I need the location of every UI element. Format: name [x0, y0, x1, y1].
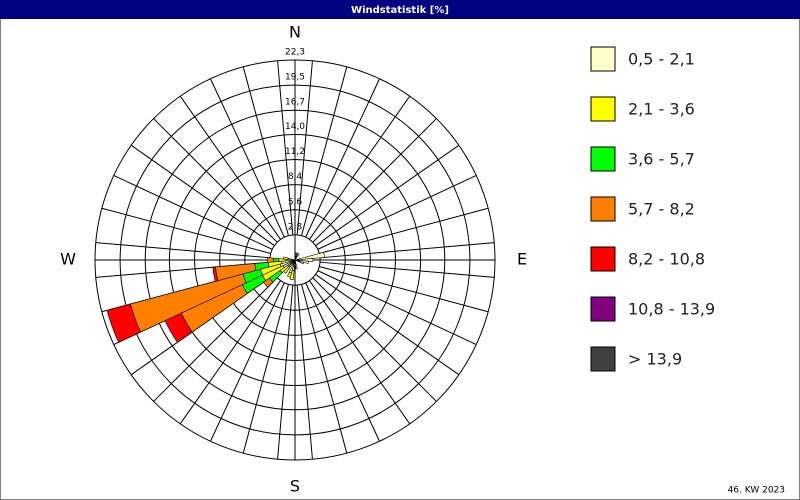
spoke [319, 266, 489, 313]
wedge-segment [294, 259, 298, 270]
spoke [179, 95, 282, 240]
spoke [305, 282, 380, 442]
spoke [130, 144, 275, 247]
spoke [95, 242, 271, 259]
spoke [242, 66, 289, 236]
legend-label: > 13,9 [628, 350, 682, 369]
legend-label: 8,2 - 10,8 [628, 250, 705, 269]
legend-label: 3,6 - 5,7 [628, 150, 695, 169]
legend-label: 10,8 - 13,9 [628, 300, 715, 319]
r-tick-label: 8,4 [288, 172, 303, 182]
r-tick-label: 11,2 [285, 147, 305, 157]
r-tick-label: 16,7 [285, 98, 305, 108]
legend-swatch [590, 46, 616, 72]
legend-swatch [590, 296, 616, 322]
spoke [277, 60, 294, 236]
spoke [153, 118, 278, 243]
legend-swatch [590, 346, 616, 372]
compass-label: N [289, 23, 301, 42]
legend-swatch [590, 96, 616, 122]
wedge-segment [294, 259, 305, 265]
wedge-segment [294, 251, 325, 261]
r-tick-label: 22,3 [285, 48, 305, 58]
spoke [308, 280, 411, 425]
chart-title: Windstatistik [%] [351, 5, 449, 16]
legend-label: 5,7 - 8,2 [628, 200, 695, 219]
spoke [153, 277, 278, 402]
r-tick-label: 2,8 [288, 222, 303, 232]
legend-label: 2,1 - 3,6 [628, 100, 695, 119]
wedge-segment [283, 256, 289, 260]
legend-label: 0,5 - 2,1 [628, 50, 695, 69]
wedge-segment [287, 271, 292, 278]
spoke [301, 284, 348, 454]
spoke [113, 175, 273, 250]
footnote: 46. KW 2023 [728, 486, 785, 496]
spoke [179, 280, 282, 425]
spoke [210, 78, 285, 238]
spoke [319, 242, 495, 259]
spoke [301, 66, 348, 236]
spoke [277, 284, 294, 460]
spoke [305, 78, 380, 238]
title-bar [0, 0, 800, 19]
spoke [312, 118, 437, 243]
spoke [312, 277, 437, 402]
compass-label: S [290, 477, 300, 496]
r-tick-label: 19,5 [285, 73, 305, 83]
spoke [317, 270, 477, 345]
compass-label: E [517, 250, 527, 269]
spoke [317, 175, 477, 250]
legend-swatch [590, 196, 616, 222]
wedge-segment [273, 257, 280, 263]
wedges [106, 251, 325, 343]
r-tick-label: 5,6 [288, 197, 303, 207]
spoke [308, 95, 411, 240]
spoke [242, 284, 289, 454]
spoke [210, 282, 285, 442]
wedge-segment [212, 266, 219, 282]
legend-swatch [590, 146, 616, 172]
r-tick-label: 14,0 [285, 122, 305, 132]
spoke [101, 207, 271, 254]
wedge-segment [266, 257, 274, 263]
spoke [296, 60, 313, 236]
wedge-segment [106, 303, 141, 343]
spoke [319, 207, 489, 254]
compass-label: W [60, 250, 76, 269]
wedge-segment [289, 270, 295, 280]
spoke [315, 273, 460, 376]
legend-swatch [590, 246, 616, 272]
spoke [296, 284, 313, 460]
wedge-segment [294, 258, 314, 262]
spoke [319, 261, 495, 278]
spoke [315, 144, 460, 247]
